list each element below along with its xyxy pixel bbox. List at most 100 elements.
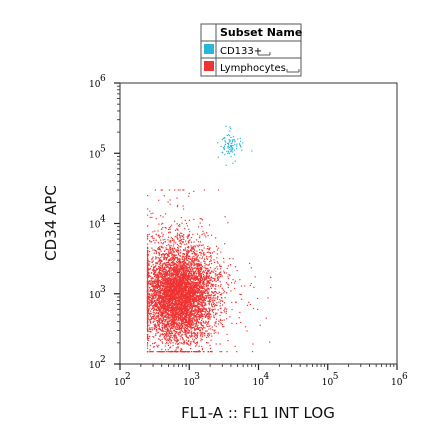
event-point-lymphocytes	[176, 287, 178, 289]
event-point-lymphocytes	[180, 301, 182, 303]
event-point-lymphocytes	[168, 318, 170, 320]
event-point-lymphocytes	[162, 242, 165, 244]
event-point-lymphocytes	[191, 261, 194, 263]
event-point-lymphocytes	[188, 219, 191, 221]
event-point-lymphocytes	[187, 302, 189, 304]
event-point-lymphocytes	[218, 277, 220, 279]
event-point-lymphocytes	[176, 302, 178, 304]
event-point-lymphocytes	[177, 315, 179, 317]
event-point-lymphocytes	[148, 233, 150, 235]
event-point-lymphocytes	[198, 300, 200, 302]
event-point-lymphocytes	[184, 219, 186, 222]
event-point-lymphocytes	[168, 313, 170, 315]
event-point-lymphocytes	[203, 326, 205, 328]
event-point-lymphocytes	[186, 313, 188, 315]
event-point-lymphocytes	[187, 257, 190, 260]
event-point-lymphocytes	[197, 259, 199, 261]
event-point-lymphocytes	[210, 313, 212, 316]
event-point-lymphocytes	[167, 304, 169, 306]
event-point-lymphocytes	[191, 274, 194, 276]
event-point-lymphocytes	[156, 285, 158, 287]
event-point-lymphocytes	[200, 296, 202, 298]
event-point-lymphocytes	[185, 296, 188, 298]
event-point-lymphocytes	[165, 331, 168, 333]
event-point-lymphocytes	[163, 313, 165, 315]
event-point-lymphocytes	[167, 322, 169, 325]
event-point-lymphocytes	[149, 240, 151, 242]
event-point-lymphocytes	[205, 277, 208, 279]
event-point-lymphocytes	[203, 247, 205, 249]
event-point-lymphocytes	[209, 279, 211, 282]
event-point-lymphocytes	[204, 303, 206, 305]
event-point-lymphocytes	[167, 277, 169, 280]
event-point-lymphocytes	[193, 274, 195, 277]
event-point-lymphocytes	[155, 262, 157, 264]
event-point-lymphocytes	[163, 290, 165, 292]
event-point-lymphocytes	[220, 271, 222, 273]
event-point-lymphocytes	[181, 318, 184, 320]
event-point-lymphocytes	[197, 311, 199, 313]
event-point-lymphocytes	[183, 312, 185, 315]
event-point-lymphocytes	[146, 235, 149, 237]
event-point-lymphocytes	[152, 284, 155, 286]
event-point-lymphocytes	[155, 271, 157, 273]
event-point-lymphocytes	[227, 276, 229, 278]
event-point-lymphocytes	[174, 263, 177, 265]
event-point-lymphocytes	[182, 301, 184, 303]
event-point-lymphocytes	[158, 253, 161, 255]
event-point-lymphocytes	[201, 348, 204, 350]
event-point-lymphocytes	[222, 289, 224, 291]
event-point-lymphocytes	[181, 294, 183, 296]
event-point-lymphocytes	[214, 288, 217, 290]
event-point-lymphocytes	[198, 271, 200, 273]
event-point-lymphocytes	[168, 288, 170, 291]
event-point-lymphocytes	[186, 291, 188, 293]
event-point-lymphocytes	[161, 313, 163, 315]
event-point-lymphocytes	[202, 314, 204, 316]
event-point-lymphocytes	[229, 257, 231, 260]
event-point-lymphocytes	[180, 311, 182, 313]
event-point-lymphocytes	[188, 261, 190, 263]
event-point-lymphocytes	[170, 299, 172, 301]
event-point-lymphocytes	[180, 309, 182, 312]
event-point-lymphocytes	[159, 287, 161, 289]
event-point-lymphocytes	[186, 318, 188, 320]
event-point-lymphocytes	[208, 312, 210, 314]
event-point-lymphocytes	[153, 317, 155, 319]
event-point-lymphocytes	[174, 317, 176, 319]
event-point-lymphocytes	[179, 278, 182, 280]
event-point-lymphocytes	[146, 324, 149, 326]
event-point-lymphocytes	[146, 277, 149, 279]
event-point-lymphocytes	[183, 253, 186, 256]
event-point-lymphocytes	[210, 262, 213, 265]
event-point-lymphocytes	[159, 290, 161, 292]
event-point-lymphocytes	[175, 254, 177, 256]
event-point-lymphocytes	[147, 339, 149, 342]
event-point-lymphocytes	[164, 279, 166, 281]
event-point-lymphocytes	[188, 228, 190, 230]
event-point-lymphocytes	[162, 267, 164, 269]
event-point-lymphocytes	[174, 268, 176, 270]
event-point-lymphocytes	[149, 327, 151, 329]
event-point-lymphocytes	[146, 251, 149, 253]
event-point-lymphocytes	[175, 250, 178, 253]
event-point-lymphocytes	[159, 318, 161, 320]
event-point-lymphocytes	[190, 351, 193, 353]
event-point-lymphocytes	[207, 293, 210, 295]
event-point-lymphocytes	[192, 268, 194, 271]
event-point-lymphocytes	[176, 236, 178, 239]
event-point-lymphocytes	[153, 267, 155, 269]
event-point-lymphocytes	[197, 341, 199, 343]
event-point-lymphocytes	[178, 286, 181, 289]
event-point-lymphocytes	[200, 218, 203, 220]
event-point-lymphocytes	[170, 339, 172, 341]
event-point-lymphocytes	[174, 270, 176, 272]
event-point-lymphocytes	[193, 278, 195, 280]
event-point-lymphocytes	[181, 255, 184, 257]
event-point-lymphocytes	[199, 313, 201, 315]
event-point-lymphocytes	[194, 299, 196, 301]
event-point-lymphocytes	[158, 316, 160, 318]
event-point-lymphocytes	[160, 289, 162, 291]
event-point-lymphocytes	[196, 253, 198, 255]
event-point-lymphocytes	[178, 290, 180, 292]
